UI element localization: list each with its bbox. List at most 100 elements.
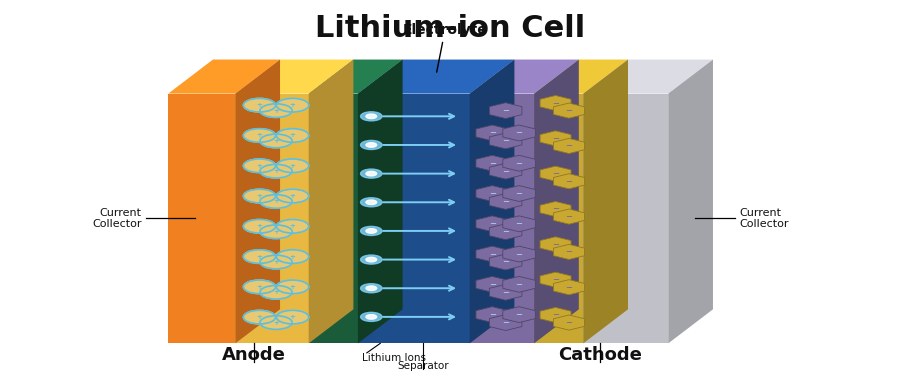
Circle shape	[366, 171, 377, 176]
Polygon shape	[490, 163, 522, 179]
Polygon shape	[554, 138, 584, 154]
Polygon shape	[503, 307, 536, 323]
Text: +: +	[290, 132, 295, 139]
Circle shape	[366, 143, 377, 147]
Text: +: +	[256, 132, 263, 139]
Circle shape	[361, 141, 382, 149]
Polygon shape	[476, 276, 508, 292]
Circle shape	[366, 228, 377, 233]
Text: −: −	[552, 311, 559, 319]
Circle shape	[366, 257, 377, 262]
Circle shape	[276, 310, 309, 324]
Circle shape	[243, 310, 275, 324]
Text: −: −	[502, 167, 509, 176]
Polygon shape	[476, 155, 508, 171]
Polygon shape	[490, 284, 522, 300]
Polygon shape	[503, 125, 536, 141]
Text: −: −	[489, 250, 496, 258]
Polygon shape	[554, 209, 584, 224]
Text: −: −	[565, 106, 572, 115]
Polygon shape	[235, 94, 309, 343]
Circle shape	[366, 114, 377, 119]
Polygon shape	[540, 272, 571, 287]
Polygon shape	[540, 131, 571, 146]
Text: −: −	[502, 106, 509, 115]
Text: −: −	[516, 250, 523, 258]
Polygon shape	[668, 60, 713, 343]
Circle shape	[260, 255, 292, 269]
Polygon shape	[534, 94, 583, 343]
Text: −: −	[565, 247, 572, 257]
Polygon shape	[470, 60, 515, 343]
Circle shape	[260, 316, 292, 329]
Polygon shape	[476, 246, 508, 262]
Text: −: −	[516, 219, 523, 228]
Circle shape	[243, 189, 275, 203]
Text: −: −	[489, 189, 496, 198]
Text: +: +	[256, 253, 263, 260]
Circle shape	[276, 129, 309, 142]
Circle shape	[276, 220, 309, 233]
Polygon shape	[583, 60, 628, 343]
Circle shape	[243, 159, 275, 172]
Polygon shape	[358, 94, 470, 343]
Text: −: −	[502, 288, 509, 297]
Text: +: +	[290, 284, 295, 290]
Polygon shape	[503, 185, 536, 202]
Text: Anode: Anode	[222, 346, 286, 364]
Text: +: +	[256, 163, 263, 169]
Polygon shape	[490, 103, 522, 119]
Polygon shape	[490, 194, 522, 209]
Text: −: −	[565, 177, 572, 186]
Text: Electrolyte: Electrolyte	[402, 23, 488, 72]
Text: +: +	[256, 284, 263, 290]
Polygon shape	[503, 276, 536, 292]
Polygon shape	[470, 60, 579, 94]
Polygon shape	[583, 60, 713, 94]
Polygon shape	[503, 216, 536, 232]
Polygon shape	[490, 224, 522, 240]
Text: −: −	[489, 129, 496, 137]
Circle shape	[243, 280, 275, 294]
Polygon shape	[583, 94, 668, 343]
Text: −: −	[489, 310, 496, 319]
Text: +: +	[273, 229, 279, 235]
Circle shape	[366, 286, 377, 291]
Polygon shape	[490, 254, 522, 270]
Circle shape	[260, 225, 292, 238]
Polygon shape	[168, 60, 280, 94]
Polygon shape	[503, 246, 536, 262]
Circle shape	[243, 129, 275, 142]
Text: Cathode: Cathode	[558, 346, 643, 364]
Text: −: −	[565, 283, 572, 292]
Text: −: −	[516, 129, 523, 137]
Circle shape	[243, 98, 275, 112]
Circle shape	[276, 98, 309, 112]
Polygon shape	[476, 185, 508, 202]
Polygon shape	[490, 314, 522, 331]
Text: −: −	[502, 258, 509, 266]
Circle shape	[243, 250, 275, 263]
Circle shape	[243, 220, 275, 233]
Polygon shape	[554, 244, 584, 260]
Text: −: −	[552, 205, 559, 214]
Polygon shape	[554, 174, 584, 189]
Text: −: −	[565, 212, 572, 221]
Polygon shape	[309, 60, 354, 343]
Text: −: −	[489, 159, 496, 168]
Circle shape	[361, 112, 382, 121]
Text: +: +	[290, 193, 295, 199]
Text: Current
Collector: Current Collector	[92, 208, 141, 229]
Polygon shape	[470, 94, 534, 343]
Text: +: +	[273, 289, 279, 295]
Polygon shape	[540, 166, 571, 181]
Text: +: +	[273, 108, 279, 114]
Polygon shape	[358, 60, 515, 94]
Circle shape	[260, 164, 292, 178]
Polygon shape	[309, 60, 402, 94]
Polygon shape	[358, 60, 402, 343]
Polygon shape	[540, 202, 571, 217]
Polygon shape	[540, 308, 571, 323]
Text: +: +	[290, 102, 295, 108]
Circle shape	[361, 255, 382, 264]
